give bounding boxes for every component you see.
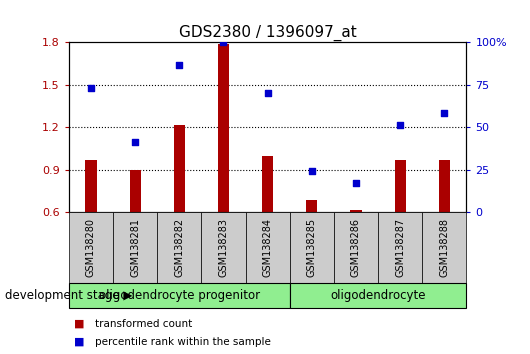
Text: GSM138284: GSM138284	[263, 218, 272, 277]
Point	[396, 122, 404, 127]
Text: GSM138283: GSM138283	[218, 218, 228, 277]
Point	[219, 40, 228, 45]
Point	[263, 91, 272, 96]
Bar	[439, 160, 450, 212]
Point	[131, 139, 139, 144]
Bar	[85, 160, 96, 212]
Bar	[218, 44, 229, 212]
Bar	[395, 160, 405, 212]
Bar	[174, 125, 185, 212]
Point	[175, 62, 183, 68]
Text: transformed count: transformed count	[95, 319, 192, 329]
Text: GSM138286: GSM138286	[351, 218, 361, 277]
Text: development stage ▶: development stage ▶	[5, 289, 132, 302]
Text: oligodendrocyte: oligodendrocyte	[330, 289, 426, 302]
Bar	[130, 170, 140, 212]
Point	[87, 85, 95, 91]
Text: GSM138282: GSM138282	[174, 218, 184, 278]
Text: GSM138288: GSM138288	[439, 218, 449, 277]
Text: GSM138287: GSM138287	[395, 218, 405, 278]
Text: GSM138280: GSM138280	[86, 218, 96, 277]
Point	[440, 110, 448, 116]
Point	[352, 180, 360, 185]
Text: ■: ■	[74, 319, 85, 329]
Text: oligodendrocyte progenitor: oligodendrocyte progenitor	[99, 289, 260, 302]
Text: ■: ■	[74, 337, 85, 347]
Point	[307, 169, 316, 174]
Text: GSM138285: GSM138285	[307, 218, 317, 278]
Title: GDS2380 / 1396097_at: GDS2380 / 1396097_at	[179, 25, 357, 41]
Bar	[262, 156, 273, 212]
Text: percentile rank within the sample: percentile rank within the sample	[95, 337, 271, 347]
Bar	[350, 210, 361, 212]
Bar	[306, 200, 317, 212]
Text: GSM138281: GSM138281	[130, 218, 140, 277]
